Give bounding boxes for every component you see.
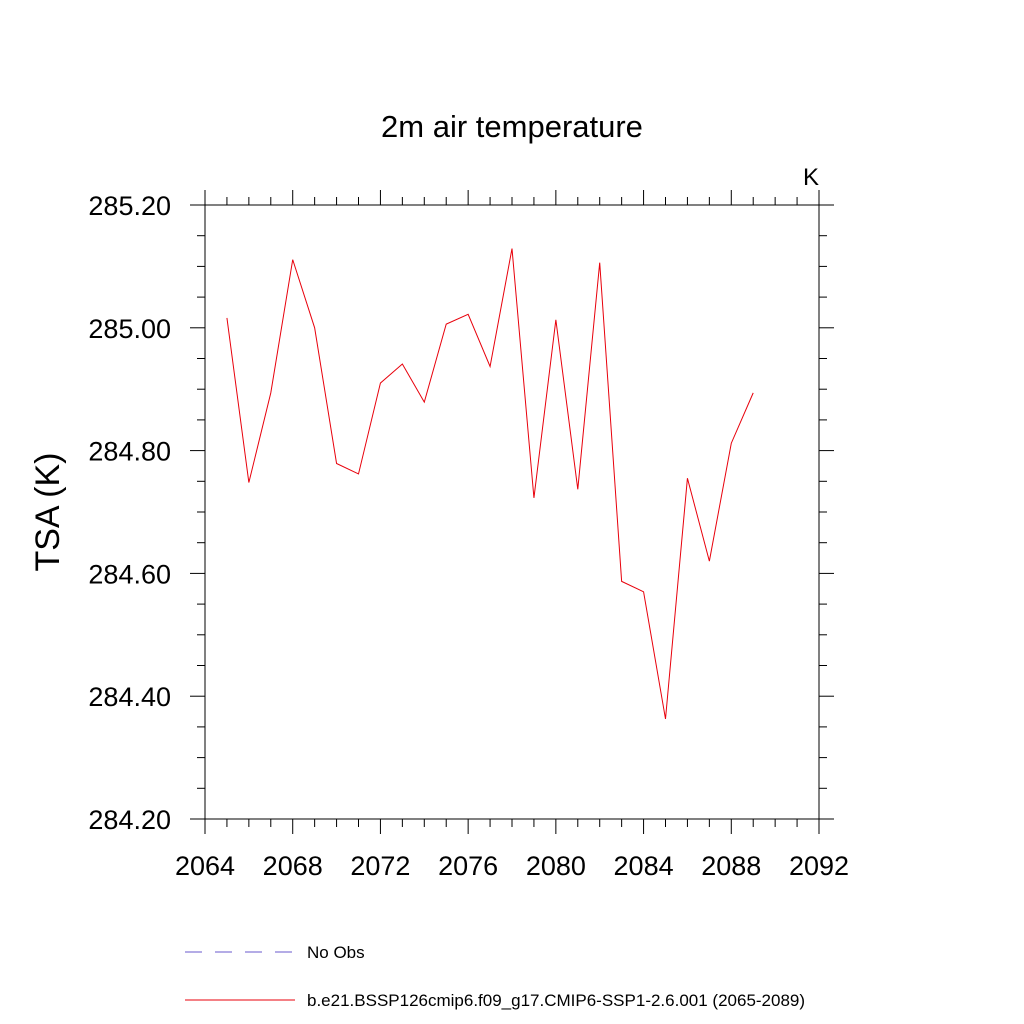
x-tick-label: 2088	[701, 851, 761, 881]
plot-frame	[204, 204, 820, 820]
y-tick-label: 284.40	[88, 682, 171, 712]
chart-title: 2m air temperature	[381, 109, 643, 144]
x-tick-label: 2064	[175, 851, 235, 881]
legend: No Obs b.e21.BSSP126cmip6.f09_g17.CMIP6-…	[185, 943, 805, 1010]
x-tick-label: 2084	[614, 851, 674, 881]
legend-label-no-obs: No Obs	[307, 943, 365, 962]
y-axis-label: TSA (K)	[29, 452, 67, 571]
y-tick-label: 285.20	[88, 191, 171, 221]
series-line-0	[226, 248, 754, 720]
legend-entry-no-obs: No Obs	[185, 943, 365, 962]
series-layer	[226, 248, 754, 720]
x-tick-label: 2092	[789, 851, 849, 881]
axis-tick-labels: 284.20 284.40 284.60 284.80 285.00 285.20 2064…	[88, 191, 849, 881]
y-tick-label: 284.20	[88, 805, 171, 835]
x-tick-label: 2072	[350, 851, 410, 881]
x-tick-label: 2080	[526, 851, 586, 881]
y-tick-label: 285.00	[88, 314, 171, 344]
x-tick-label: 2076	[438, 851, 498, 881]
units-label: K	[803, 164, 819, 191]
axis-ticks	[190, 190, 834, 834]
legend-label-model-run: b.e21.BSSP126cmip6.f09_g17.CMIP6-SSP1-2.…	[307, 991, 805, 1010]
legend-entry-model-run: b.e21.BSSP126cmip6.f09_g17.CMIP6-SSP1-2.…	[185, 991, 805, 1010]
y-tick-label: 284.80	[88, 437, 171, 467]
x-tick-label: 2068	[263, 851, 323, 881]
y-tick-label: 284.60	[88, 559, 171, 589]
